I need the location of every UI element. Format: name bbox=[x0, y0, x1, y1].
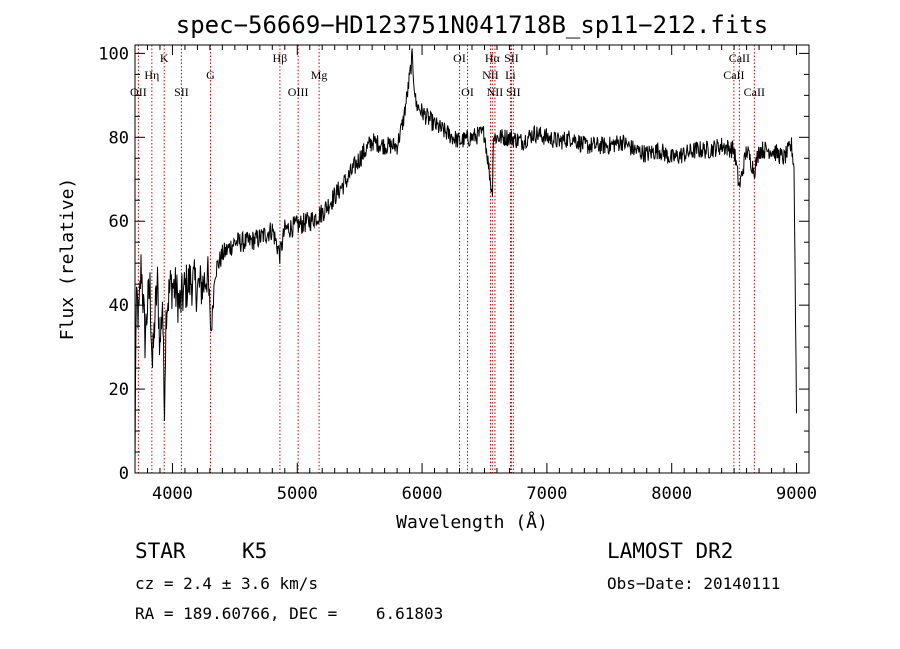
spectrum-line bbox=[134, 48, 797, 466]
line-label: OII bbox=[130, 85, 147, 99]
redshift-cz: cz = 2.4 ± 3.6 km/s bbox=[135, 574, 319, 593]
x-tick-label: 4000 bbox=[152, 484, 193, 504]
y-tick-label: 60 bbox=[109, 212, 129, 232]
x-tick-label: 5000 bbox=[277, 484, 318, 504]
spectral-line-labels: OIIHηKSIIGHβOIIIMgOIOIHαNIINIISIILiSIICa… bbox=[130, 51, 765, 99]
x-axis-label: Wavelength (Å) bbox=[396, 511, 548, 533]
line-label: SII bbox=[506, 85, 521, 99]
line-label: Mg bbox=[311, 68, 328, 82]
spectrum-series bbox=[134, 48, 797, 466]
line-label: Hβ bbox=[273, 51, 288, 65]
x-axis: 4000 5000 6000 7000 8000 9000 bbox=[134, 45, 817, 504]
line-label: Hη bbox=[144, 68, 159, 82]
spectral-line-markers bbox=[137, 45, 755, 473]
line-label: OI bbox=[453, 51, 466, 65]
object-subclass: K5 bbox=[242, 539, 268, 563]
observation-date: Obs−Date: 20140111 bbox=[607, 574, 781, 593]
line-label: Hα bbox=[485, 51, 501, 65]
x-tick-label: 7000 bbox=[526, 484, 567, 504]
line-label: OI bbox=[461, 85, 474, 99]
y-tick-label: 40 bbox=[109, 296, 129, 316]
line-label: SII bbox=[504, 51, 519, 65]
line-label: NII bbox=[482, 68, 499, 82]
coordinates: RA = 189.60766, DEC = 6.61803 bbox=[135, 604, 444, 623]
x-tick-label: 6000 bbox=[402, 484, 443, 504]
y-tick-label: 80 bbox=[109, 128, 129, 148]
line-label: G bbox=[206, 68, 215, 82]
survey-name: LAMOST DR2 bbox=[607, 539, 734, 563]
chart-title: spec−56669−HD123751N041718B_sp11−212.fit… bbox=[176, 11, 768, 39]
y-tick-label: 20 bbox=[109, 380, 129, 400]
line-label: CaII bbox=[729, 51, 750, 65]
object-class: STAR bbox=[135, 539, 186, 563]
y-axis-label: Flux (relative) bbox=[57, 178, 78, 341]
line-label: CaII bbox=[723, 68, 744, 82]
line-label: NII bbox=[487, 85, 504, 99]
line-label: K bbox=[160, 51, 169, 65]
plot-frame bbox=[134, 44, 810, 474]
y-axis: 0 20 40 60 80 100 bbox=[98, 44, 809, 484]
y-tick-label: 0 bbox=[119, 464, 129, 484]
line-label: CaII bbox=[744, 85, 765, 99]
y-tick-label: 100 bbox=[98, 44, 129, 64]
line-label: SII bbox=[174, 85, 189, 99]
line-label: Li bbox=[505, 68, 516, 82]
x-tick-label: 9000 bbox=[776, 484, 817, 504]
x-tick-label: 8000 bbox=[651, 484, 692, 504]
line-label: OIII bbox=[288, 85, 309, 99]
